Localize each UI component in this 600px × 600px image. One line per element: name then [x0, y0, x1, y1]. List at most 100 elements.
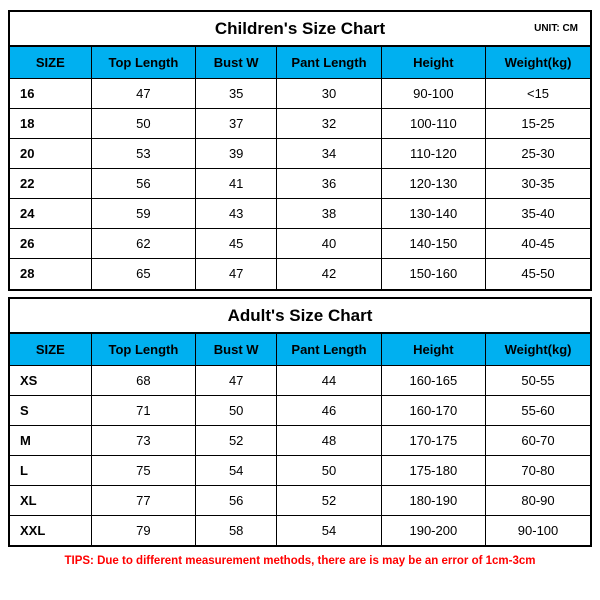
table-cell: XL — [10, 485, 91, 515]
table-cell: 45-50 — [486, 259, 590, 289]
table-cell: 20 — [10, 139, 91, 169]
table-row: 18503732100-11015-25 — [10, 109, 590, 139]
table-cell: 48 — [277, 425, 381, 455]
table-cell: 170-175 — [381, 425, 485, 455]
children-table: SIZE Top Length Bust W Pant Length Heigh… — [10, 46, 590, 289]
col-pant: Pant Length — [277, 333, 381, 365]
table-cell: 68 — [91, 365, 195, 395]
table-cell: S — [10, 395, 91, 425]
col-weight: Weight(kg) — [486, 333, 590, 365]
table-cell: 35 — [196, 79, 277, 109]
table-cell: 150-160 — [381, 259, 485, 289]
table-cell: 36 — [277, 169, 381, 199]
table-cell: 100-110 — [381, 109, 485, 139]
page: Children's Size Chart UNIT: CM SIZE Top … — [0, 0, 600, 600]
table-row: 26624540140-15040-45 — [10, 229, 590, 259]
table-cell: 15-25 — [486, 109, 590, 139]
table-cell: 70-80 — [486, 455, 590, 485]
table-cell: 50 — [277, 455, 381, 485]
table-cell: 38 — [277, 199, 381, 229]
table-cell: 42 — [277, 259, 381, 289]
table-cell: 50 — [91, 109, 195, 139]
children-title-row: Children's Size Chart UNIT: CM — [10, 12, 590, 46]
table-cell: <15 — [486, 79, 590, 109]
adult-size-chart: Adult's Size Chart SIZE Top Length Bust … — [8, 297, 592, 548]
table-row: 28654742150-16045-50 — [10, 259, 590, 289]
table-row: M735248170-17560-70 — [10, 425, 590, 455]
table-cell: 79 — [91, 515, 195, 545]
table-cell: 60-70 — [486, 425, 590, 455]
table-cell: 80-90 — [486, 485, 590, 515]
table-row: 20533934110-12025-30 — [10, 139, 590, 169]
table-cell: 46 — [277, 395, 381, 425]
table-cell: 44 — [277, 365, 381, 395]
table-cell: 24 — [10, 199, 91, 229]
table-row: 22564136120-13030-35 — [10, 169, 590, 199]
table-cell: 190-200 — [381, 515, 485, 545]
table-cell: 55-60 — [486, 395, 590, 425]
table-cell: 28 — [10, 259, 91, 289]
table-cell: 59 — [91, 199, 195, 229]
table-cell: 73 — [91, 425, 195, 455]
table-cell: 77 — [91, 485, 195, 515]
unit-label: UNIT: CM — [534, 12, 578, 46]
col-bust: Bust W — [196, 333, 277, 365]
table-cell: 90-100 — [486, 515, 590, 545]
col-height: Height — [381, 333, 485, 365]
adult-tbody: XS684744160-16550-55S715046160-17055-60M… — [10, 365, 590, 545]
table-cell: 32 — [277, 109, 381, 139]
table-cell: 54 — [277, 515, 381, 545]
table-cell: 180-190 — [381, 485, 485, 515]
table-cell: 65 — [91, 259, 195, 289]
table-cell: 160-170 — [381, 395, 485, 425]
table-cell: 50-55 — [486, 365, 590, 395]
table-cell: 130-140 — [381, 199, 485, 229]
col-weight: Weight(kg) — [486, 47, 590, 79]
table-cell: 71 — [91, 395, 195, 425]
col-size: SIZE — [10, 47, 91, 79]
col-bust: Bust W — [196, 47, 277, 79]
table-cell: 175-180 — [381, 455, 485, 485]
table-cell: 120-130 — [381, 169, 485, 199]
table-cell: 160-165 — [381, 365, 485, 395]
table-cell: 22 — [10, 169, 91, 199]
table-cell: 39 — [196, 139, 277, 169]
table-row: 24594338130-14035-40 — [10, 199, 590, 229]
table-cell: 30-35 — [486, 169, 590, 199]
table-cell: 110-120 — [381, 139, 485, 169]
table-cell: 41 — [196, 169, 277, 199]
table-cell: 50 — [196, 395, 277, 425]
table-cell: 40-45 — [486, 229, 590, 259]
table-cell: 140-150 — [381, 229, 485, 259]
table-row: 1647353090-100<15 — [10, 79, 590, 109]
table-cell: 47 — [196, 259, 277, 289]
table-cell: XS — [10, 365, 91, 395]
col-height: Height — [381, 47, 485, 79]
table-row: XXL795854190-20090-100 — [10, 515, 590, 545]
table-cell: 37 — [196, 109, 277, 139]
table-row: L755450175-18070-80 — [10, 455, 590, 485]
table-cell: 52 — [277, 485, 381, 515]
table-cell: 56 — [91, 169, 195, 199]
table-row: S715046160-17055-60 — [10, 395, 590, 425]
table-cell: XXL — [10, 515, 91, 545]
col-top: Top Length — [91, 333, 195, 365]
children-title: Children's Size Chart — [215, 19, 385, 38]
adult-header-row: SIZE Top Length Bust W Pant Length Heigh… — [10, 333, 590, 365]
children-tbody: 1647353090-100<1518503732100-11015-25205… — [10, 79, 590, 289]
table-cell: 52 — [196, 425, 277, 455]
table-cell: 58 — [196, 515, 277, 545]
col-top: Top Length — [91, 47, 195, 79]
children-size-chart: Children's Size Chart UNIT: CM SIZE Top … — [8, 10, 592, 291]
table-cell: 26 — [10, 229, 91, 259]
table-cell: 47 — [196, 365, 277, 395]
table-cell: 56 — [196, 485, 277, 515]
table-row: XS684744160-16550-55 — [10, 365, 590, 395]
col-size: SIZE — [10, 333, 91, 365]
table-cell: 45 — [196, 229, 277, 259]
table-cell: 30 — [277, 79, 381, 109]
table-cell: 90-100 — [381, 79, 485, 109]
table-cell: 53 — [91, 139, 195, 169]
table-cell: 34 — [277, 139, 381, 169]
table-cell: 43 — [196, 199, 277, 229]
